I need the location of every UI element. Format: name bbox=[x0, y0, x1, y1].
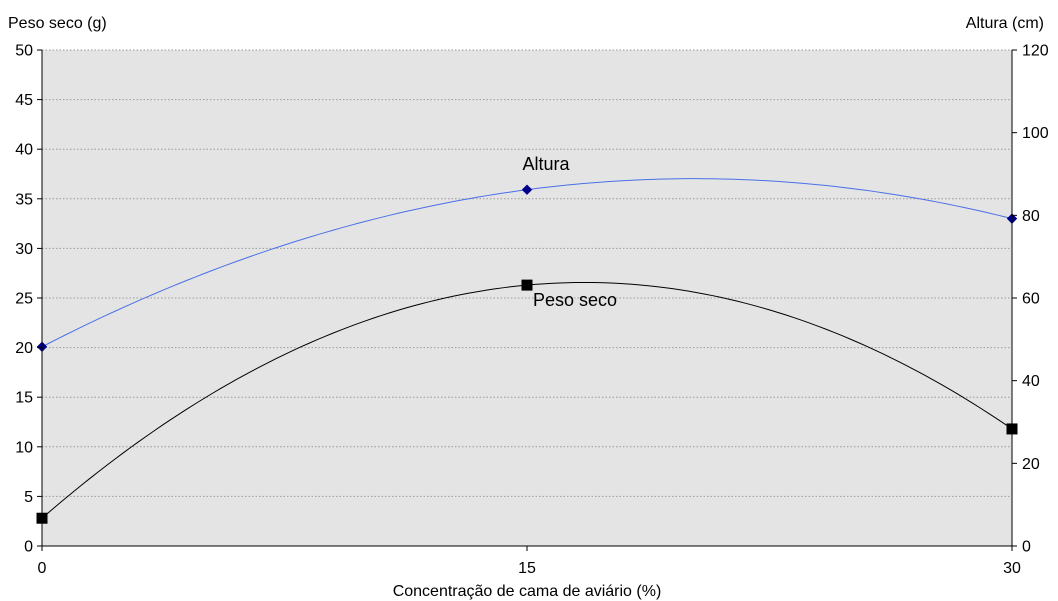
series-label-altura: Altura bbox=[522, 154, 570, 174]
plot-area bbox=[42, 50, 1012, 546]
point-altura bbox=[521, 184, 533, 195]
y-left-tick-label: 30 bbox=[15, 241, 33, 258]
y-left-tick-label: 35 bbox=[15, 191, 33, 208]
series-label-peso-seco: Peso seco bbox=[533, 290, 617, 310]
y-right-tick-label: 60 bbox=[1022, 291, 1040, 308]
x-tick-label: 0 bbox=[38, 560, 47, 577]
y-right-tick-label: 100 bbox=[1022, 125, 1049, 142]
y-right-tick-label: 40 bbox=[1022, 373, 1040, 390]
y-right-tick-label: 0 bbox=[1022, 539, 1031, 556]
y-right-tick-label: 120 bbox=[1022, 43, 1049, 60]
y-left-tick-label: 40 bbox=[15, 142, 33, 159]
y-left-tick-label: 50 bbox=[15, 43, 33, 60]
y-left-tick-label: 15 bbox=[15, 390, 33, 407]
y-left-tick-label: 45 bbox=[15, 92, 33, 109]
axes: 0 5 10 15 20 25 30 35 40 45 50 0 20 40 60 80 100 120 0 15 30 bbox=[15, 43, 1049, 578]
x-axis-title: Concentração de cama de aviário (%) bbox=[393, 583, 662, 600]
y-axis-left-title: Peso seco (g) bbox=[8, 15, 107, 32]
x-tick-label: 30 bbox=[1003, 560, 1021, 577]
y-left-tick-label: 20 bbox=[15, 340, 33, 357]
y-left-tick-label: 25 bbox=[15, 291, 33, 308]
gridlines bbox=[42, 49, 1012, 497]
y-right-tick-label: 80 bbox=[1022, 208, 1040, 225]
y-right-tick-label: 20 bbox=[1022, 456, 1040, 473]
y-left-tick-label: 10 bbox=[15, 439, 33, 456]
x-tick-label: 15 bbox=[518, 560, 536, 577]
y-axis-right-title: Altura (cm) bbox=[966, 15, 1044, 32]
point-peso-seco bbox=[521, 279, 533, 291]
y-left-tick-label: 5 bbox=[24, 489, 33, 506]
labels: Peso seco (g) Altura (cm) Concentração d… bbox=[8, 15, 1044, 600]
y-left-tick-label: 0 bbox=[24, 539, 33, 556]
